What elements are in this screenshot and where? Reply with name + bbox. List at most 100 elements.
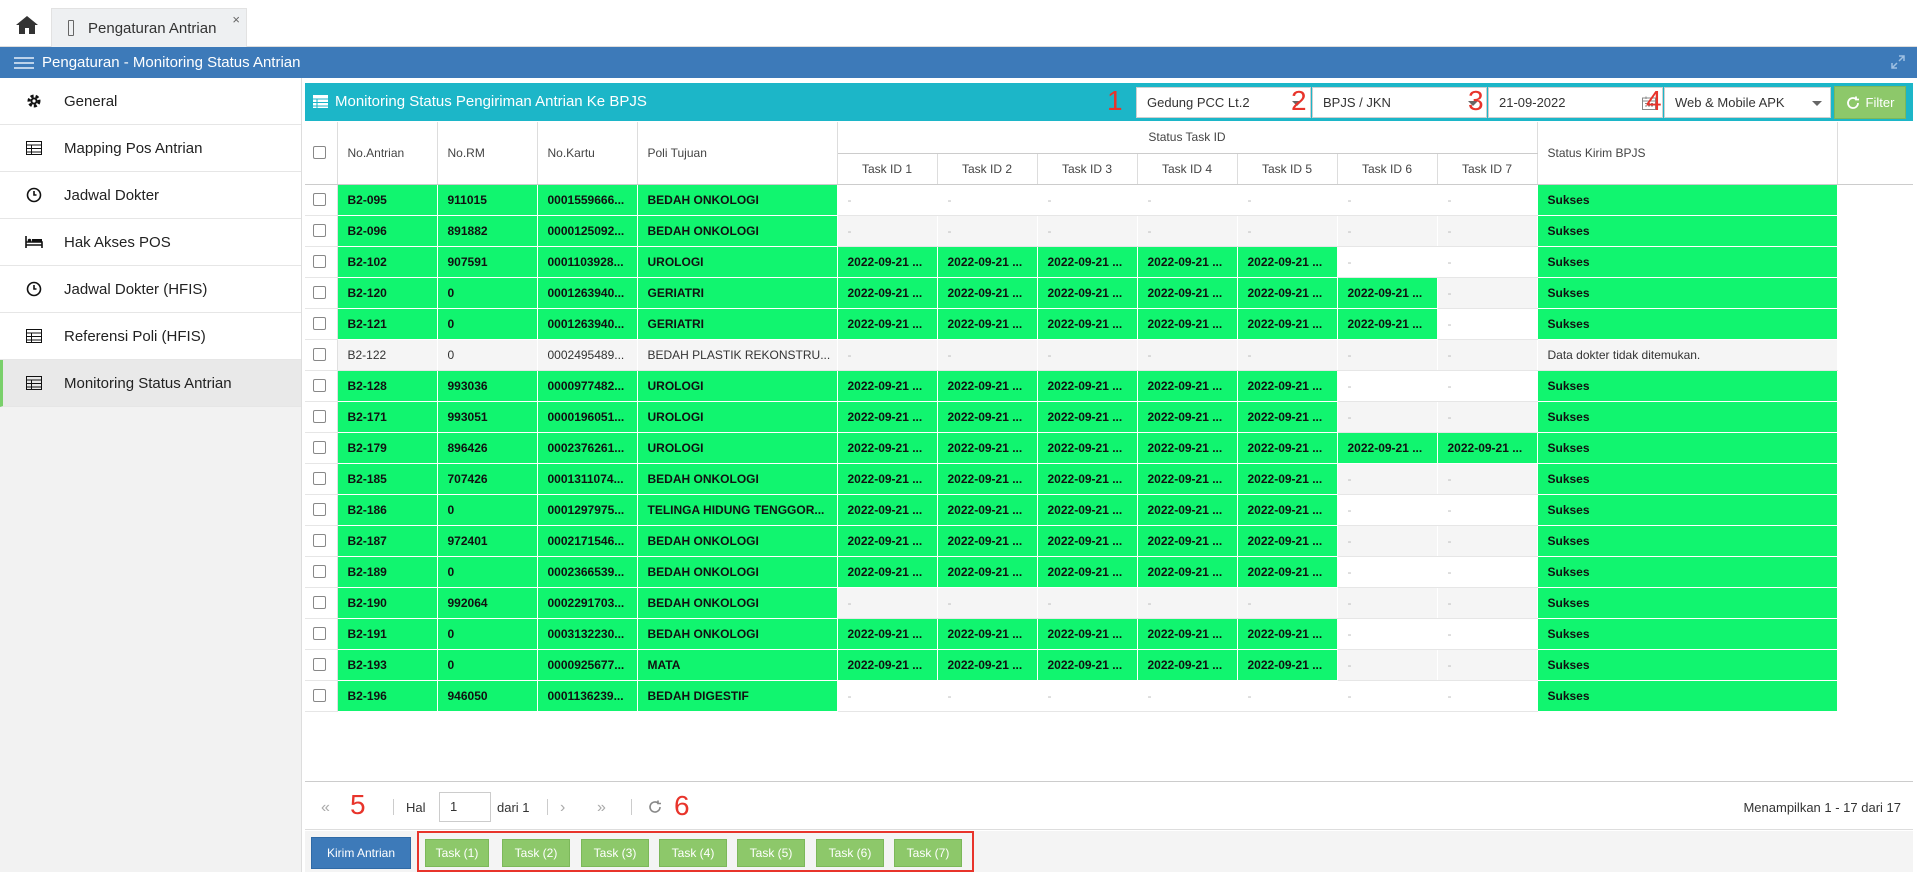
cell-no-kartu: 0003132230... — [537, 618, 638, 650]
col-task-1[interactable]: Task ID 1 — [837, 153, 938, 185]
table-row[interactable]: B2-122 0 0002495489... BEDAH PLASTIK REKONS… — [305, 339, 1913, 371]
task-3-button[interactable]: Task (3) — [581, 839, 649, 867]
row-checkbox[interactable] — [305, 277, 338, 309]
table-row[interactable]: B2-196 946050 0001136239... BEDAH DIGESTIF -… — [305, 680, 1913, 712]
cell-task-6: 2022-09-21 ... — [1337, 308, 1438, 340]
clock-icon — [24, 185, 44, 205]
col-task-6[interactable]: Task ID 6 — [1337, 153, 1438, 185]
table-row[interactable]: B2-095 911015 0001559666... BEDAH ONKOLOGI -… — [305, 184, 1913, 216]
table-row[interactable]: B2-102 907591 0001103928... UROLOGI 2022-09-… — [305, 246, 1913, 278]
row-checkbox[interactable] — [305, 587, 338, 619]
col-no-antrian[interactable]: No.Antrian — [337, 122, 438, 185]
table-row[interactable]: B2-193 0 0000925677... MATA 2022-09-21 ... 20… — [305, 649, 1913, 681]
col-status-kirim[interactable]: Status Kirim BPJS — [1537, 122, 1838, 185]
col-task-2[interactable]: Task ID 2 — [937, 153, 1038, 185]
cell-task-7: - — [1437, 587, 1538, 619]
sidebar-item-label: Monitoring Status Antrian — [64, 374, 232, 392]
row-checkbox[interactable] — [305, 525, 338, 557]
row-checkbox[interactable] — [305, 618, 338, 650]
task-4-button[interactable]: Task (4) — [659, 839, 727, 867]
table-row[interactable]: B2-189 0 0002366539... BEDAH ONKOLOGI 2022-0… — [305, 556, 1913, 588]
source-select[interactable]: Web & Mobile APK — [1664, 87, 1831, 118]
task-2-button[interactable]: Task (2) — [502, 839, 570, 867]
task-1-button[interactable]: Task (1) — [425, 839, 489, 867]
sidebar-item-jadwal-dokter-hfis[interactable]: Jadwal Dokter (HFIS) — [0, 266, 301, 313]
menu-icon[interactable] — [14, 54, 34, 72]
sidebar-item-referensi-poli[interactable]: Referensi Poli (HFIS) — [0, 313, 301, 360]
cell-task-5: 2022-09-21 ... — [1237, 432, 1338, 464]
cell-no-antrian: B2-186 — [337, 494, 438, 526]
table-row[interactable]: B2-128 993036 0000977482... UROLOGI 2022-09-… — [305, 370, 1913, 402]
col-task-3[interactable]: Task ID 3 — [1037, 153, 1138, 185]
select-all-checkbox[interactable] — [305, 122, 338, 185]
gear-icon — [24, 91, 44, 111]
row-checkbox[interactable] — [305, 215, 338, 247]
col-poli-tujuan[interactable]: Poli Tujuan — [637, 122, 838, 185]
cell-task-6: - — [1337, 649, 1438, 681]
cell-no-rm: 993051 — [437, 401, 538, 433]
row-checkbox[interactable] — [305, 494, 338, 526]
table-row[interactable]: B2-120 0 0001263940... GERIATRI 2022-09-21 .… — [305, 277, 1913, 309]
table-row[interactable]: B2-096 891882 0000125092... BEDAH ONKOLOGI -… — [305, 215, 1913, 247]
row-checkbox[interactable] — [305, 556, 338, 588]
cell-task-7: - — [1437, 370, 1538, 402]
gedung-value: Gedung PCC Lt.2 — [1147, 95, 1250, 110]
filter-button[interactable]: Filter — [1834, 86, 1906, 119]
home-icon[interactable] — [12, 12, 42, 38]
kirim-antrian-button[interactable]: Kirim Antrian — [311, 837, 411, 869]
calendar-icon[interactable] — [1642, 96, 1656, 110]
cell-no-antrian: B2-095 — [337, 184, 438, 216]
row-checkbox[interactable] — [305, 308, 338, 340]
cell-task-2: 2022-09-21 ... — [937, 277, 1038, 309]
page-input[interactable]: 1 — [439, 792, 491, 822]
refresh-icon[interactable] — [648, 800, 662, 814]
row-checkbox[interactable] — [305, 680, 338, 712]
close-icon[interactable]: × — [232, 12, 240, 27]
table-row[interactable]: B2-191 0 0003132230... BEDAH ONKOLOGI 2022-0… — [305, 618, 1913, 650]
gedung-select[interactable]: Gedung PCC Lt.2 — [1136, 87, 1311, 118]
sidebar-item-mapping-pos[interactable]: Mapping Pos Antrian — [0, 125, 301, 172]
tab-pengaturan-antrian[interactable]: Pengaturan Antrian × — [51, 8, 247, 47]
row-checkbox[interactable] — [305, 246, 338, 278]
row-checkbox[interactable] — [305, 339, 338, 371]
col-task-7[interactable]: Task ID 7 — [1437, 153, 1538, 185]
col-no-rm[interactable]: No.RM — [437, 122, 538, 185]
table-row[interactable]: B2-187 972401 0002171546... BEDAH ONKOLOGI 2… — [305, 525, 1913, 557]
row-checkbox[interactable] — [305, 401, 338, 433]
table-row[interactable]: B2-179 896426 0002376261... UROLOGI 2022-09-… — [305, 432, 1913, 464]
cell-task-4: 2022-09-21 ... — [1137, 308, 1238, 340]
col-no-kartu[interactable]: No.Kartu — [537, 122, 638, 185]
cell-no-antrian: B2-187 — [337, 525, 438, 557]
next-page-icon[interactable]: › — [560, 799, 566, 816]
cell-filler — [1837, 184, 1913, 215]
row-checkbox[interactable] — [305, 184, 338, 216]
table-row[interactable]: B2-185 707426 0001311074... BEDAH ONKOLOGI 2… — [305, 463, 1913, 495]
cell-task-1: 2022-09-21 ... — [837, 277, 938, 309]
task-6-button[interactable]: Task (6) — [816, 839, 884, 867]
row-checkbox[interactable] — [305, 370, 338, 402]
sidebar-item-monitoring-status[interactable]: Monitoring Status Antrian — [0, 360, 301, 407]
col-task-4[interactable]: Task ID 4 — [1137, 153, 1238, 185]
row-checkbox[interactable] — [305, 649, 338, 681]
first-page-icon[interactable]: « — [321, 799, 330, 816]
date-input[interactable]: 21-09-2022 — [1488, 87, 1663, 118]
sidebar-item-hak-akses-pos[interactable]: Hak Akses POS — [0, 219, 301, 266]
penjamin-select[interactable]: BPJS / JKN — [1312, 87, 1487, 118]
table-row[interactable]: B2-171 993051 0000196051... UROLOGI 2022-09-… — [305, 401, 1913, 433]
page-of-label: dari 1 — [497, 800, 530, 815]
table-row[interactable]: B2-121 0 0001263940... GERIATRI 2022-09-21 .… — [305, 308, 1913, 340]
col-task-5[interactable]: Task ID 5 — [1237, 153, 1338, 185]
panel-title: Monitoring Status Pengiriman Antrian Ke … — [335, 93, 647, 110]
last-page-icon[interactable]: » — [597, 799, 606, 816]
sidebar-item-jadwal-dokter[interactable]: Jadwal Dokter — [0, 172, 301, 219]
expand-icon[interactable] — [1891, 55, 1905, 69]
task-7-button[interactable]: Task (7) — [894, 839, 962, 867]
table-row[interactable]: B2-190 992064 0002291703... BEDAH ONKOLOGI -… — [305, 587, 1913, 619]
cell-task-2: - — [937, 339, 1038, 371]
row-checkbox[interactable] — [305, 463, 338, 495]
sidebar-item-general[interactable]: General — [0, 78, 301, 125]
table-row[interactable]: B2-186 0 0001297975... TELINGA HIDUNG TENGG… — [305, 494, 1913, 526]
row-checkbox[interactable] — [305, 432, 338, 464]
task-5-button[interactable]: Task (5) — [737, 839, 805, 867]
cell-filler — [1837, 215, 1913, 246]
